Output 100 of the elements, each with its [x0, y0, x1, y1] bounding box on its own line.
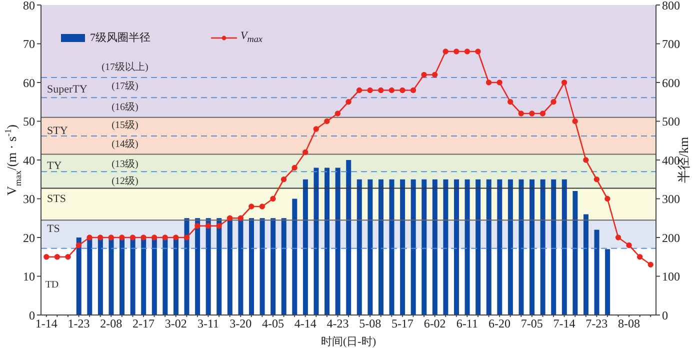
- bar: [260, 218, 265, 315]
- bar: [162, 238, 168, 315]
- point: [432, 72, 438, 78]
- bar: [108, 238, 114, 315]
- x-tick-label: 8-08: [618, 316, 640, 331]
- bar: [572, 191, 578, 315]
- band-label: STS: [47, 193, 66, 206]
- point: [464, 48, 470, 54]
- point: [529, 110, 535, 116]
- bar: [335, 168, 340, 315]
- y-tick-label: 20: [23, 230, 35, 245]
- y2-tick-label: 700: [662, 37, 680, 52]
- point: [454, 48, 460, 54]
- point: [86, 234, 92, 240]
- point: [238, 215, 244, 221]
- annotation: (17级以上): [102, 60, 148, 74]
- point: [356, 87, 362, 94]
- x-tick-label: 4-23: [326, 316, 349, 331]
- x-tick-label: 5-17: [391, 316, 414, 331]
- x-tick-label: 4-14: [294, 316, 316, 331]
- point: [507, 99, 514, 105]
- y-tick-label: 60: [23, 76, 35, 90]
- x-tick-label: 3-20: [230, 316, 252, 331]
- bar: [530, 179, 535, 315]
- x-tick-label: 3-11: [197, 316, 220, 331]
- bar: [152, 238, 157, 315]
- x-tick-label: 5-08: [359, 316, 382, 331]
- point: [259, 204, 266, 210]
- point: [292, 164, 298, 171]
- bar: [518, 179, 524, 315]
- legend-label: V$_{max}$: [240, 30, 262, 45]
- point: [44, 254, 50, 260]
- bar: [98, 238, 103, 315]
- band-label: TY: [47, 160, 62, 172]
- point: [421, 72, 427, 78]
- point: [194, 223, 200, 229]
- bar: [368, 179, 373, 315]
- point: [226, 215, 233, 221]
- bar: [216, 218, 222, 315]
- point: [248, 204, 254, 210]
- bar: [195, 218, 200, 315]
- y-tick-label: 30: [23, 192, 35, 206]
- point: [540, 110, 546, 116]
- bar: [281, 218, 286, 315]
- legend-label: 7级风圈半径: [90, 31, 150, 45]
- y2-tick-label: 500: [662, 114, 680, 129]
- annotation: (16级): [112, 101, 138, 114]
- y-tick-label: 80: [23, 0, 35, 12]
- x-tick-label: 7-05: [520, 316, 543, 331]
- point: [378, 87, 384, 94]
- bar: [130, 238, 136, 315]
- y-tick-label: 70: [23, 37, 35, 52]
- point: [108, 234, 114, 240]
- y2-tick-label: 200: [662, 230, 680, 245]
- bar: [302, 179, 308, 315]
- point: [313, 126, 319, 132]
- point: [604, 196, 610, 202]
- annotation: TD: [45, 280, 59, 290]
- bar: [508, 179, 513, 315]
- band-label: TS: [47, 223, 60, 236]
- band-label: SuperTY: [47, 83, 88, 96]
- bar: [76, 238, 82, 315]
- point: [615, 234, 622, 240]
- annotation: (14级): [112, 138, 138, 151]
- annotation: (17级): [112, 80, 138, 93]
- x-tick-label: 2-17: [132, 316, 154, 331]
- x-tick-label: 7-14: [553, 316, 576, 331]
- x-tick-label: 1-14: [35, 316, 58, 331]
- y2-tick-label: 100: [662, 270, 680, 284]
- x-tick-label: 2-08: [100, 316, 122, 331]
- annotation: (15级): [112, 119, 138, 132]
- point: [216, 223, 222, 229]
- bar: [346, 160, 352, 315]
- x-tick-label: 6-11: [456, 316, 478, 331]
- bar: [605, 249, 610, 315]
- x-tick-label: 6-20: [488, 316, 511, 331]
- bar: [422, 179, 427, 315]
- point: [550, 99, 556, 105]
- point: [410, 87, 416, 94]
- point: [594, 176, 600, 182]
- x-tick-label: 6-02: [424, 316, 446, 331]
- point: [346, 99, 352, 105]
- y2-tick-label: 600: [662, 76, 680, 90]
- point: [54, 254, 60, 260]
- y2-tick-label: 300: [662, 192, 680, 206]
- x-tick-label: 1-23: [68, 316, 90, 331]
- point: [626, 242, 632, 248]
- point: [496, 80, 502, 86]
- bar: [551, 179, 556, 315]
- annotation: (12级): [112, 175, 138, 188]
- point: [302, 149, 308, 156]
- point: [475, 48, 481, 54]
- point: [173, 234, 179, 240]
- point: [518, 110, 524, 116]
- point: [572, 118, 578, 124]
- bar: [454, 179, 459, 315]
- point: [280, 176, 287, 182]
- point: [636, 254, 643, 260]
- point: [97, 234, 104, 240]
- point: [270, 196, 276, 202]
